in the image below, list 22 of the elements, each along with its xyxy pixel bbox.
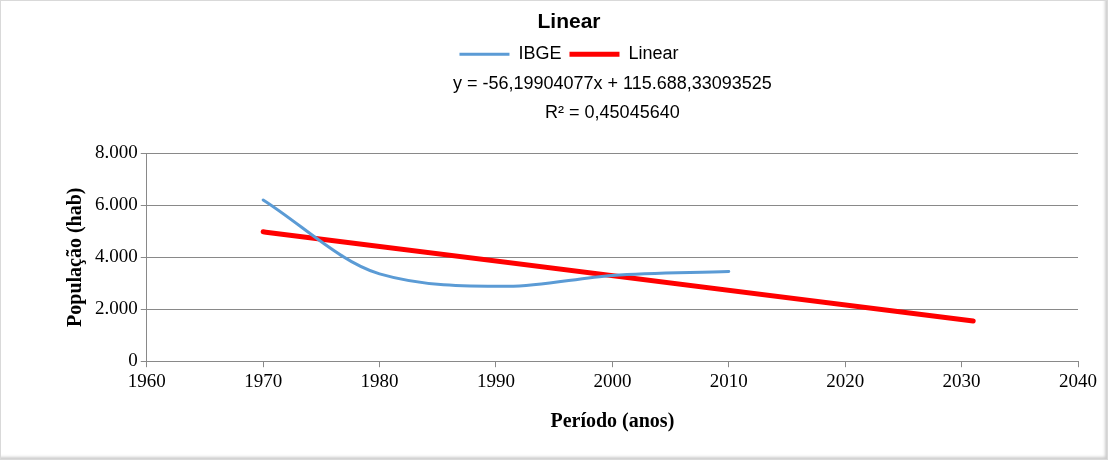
y-tick-label: 6.000 xyxy=(95,193,138,215)
x-axis-title: Período (anos) xyxy=(550,409,675,433)
x-tick-label: 2040 xyxy=(1059,369,1097,391)
y-axis-title: População (hab) xyxy=(63,187,87,327)
line-series xyxy=(261,198,731,288)
y-tick-label: 8.000 xyxy=(95,141,138,163)
x-tick-label: 2030 xyxy=(942,369,981,391)
x-tick-label: 2010 xyxy=(709,369,748,391)
x-tick-label: 1960 xyxy=(127,369,166,391)
y-tick-label: 4.000 xyxy=(95,245,138,267)
x-tick-label: 2020 xyxy=(826,369,865,391)
chart-title: Linear xyxy=(537,9,601,33)
legend-label: Linear xyxy=(628,43,679,64)
x-tick-label: 1980 xyxy=(360,369,399,391)
text: R² = 0,45045640 xyxy=(545,102,680,123)
x-tick-label: 2000 xyxy=(593,369,632,391)
x-tick-label: 1990 xyxy=(476,369,515,391)
y-tick-label: 0 xyxy=(128,349,138,371)
legend-label: IBGE xyxy=(518,43,562,64)
y-tick-label: 2.000 xyxy=(95,297,138,319)
x-tick-label: 1970 xyxy=(244,369,283,391)
text: y = -56,19904077x + 115.688,33093525 xyxy=(452,73,772,94)
